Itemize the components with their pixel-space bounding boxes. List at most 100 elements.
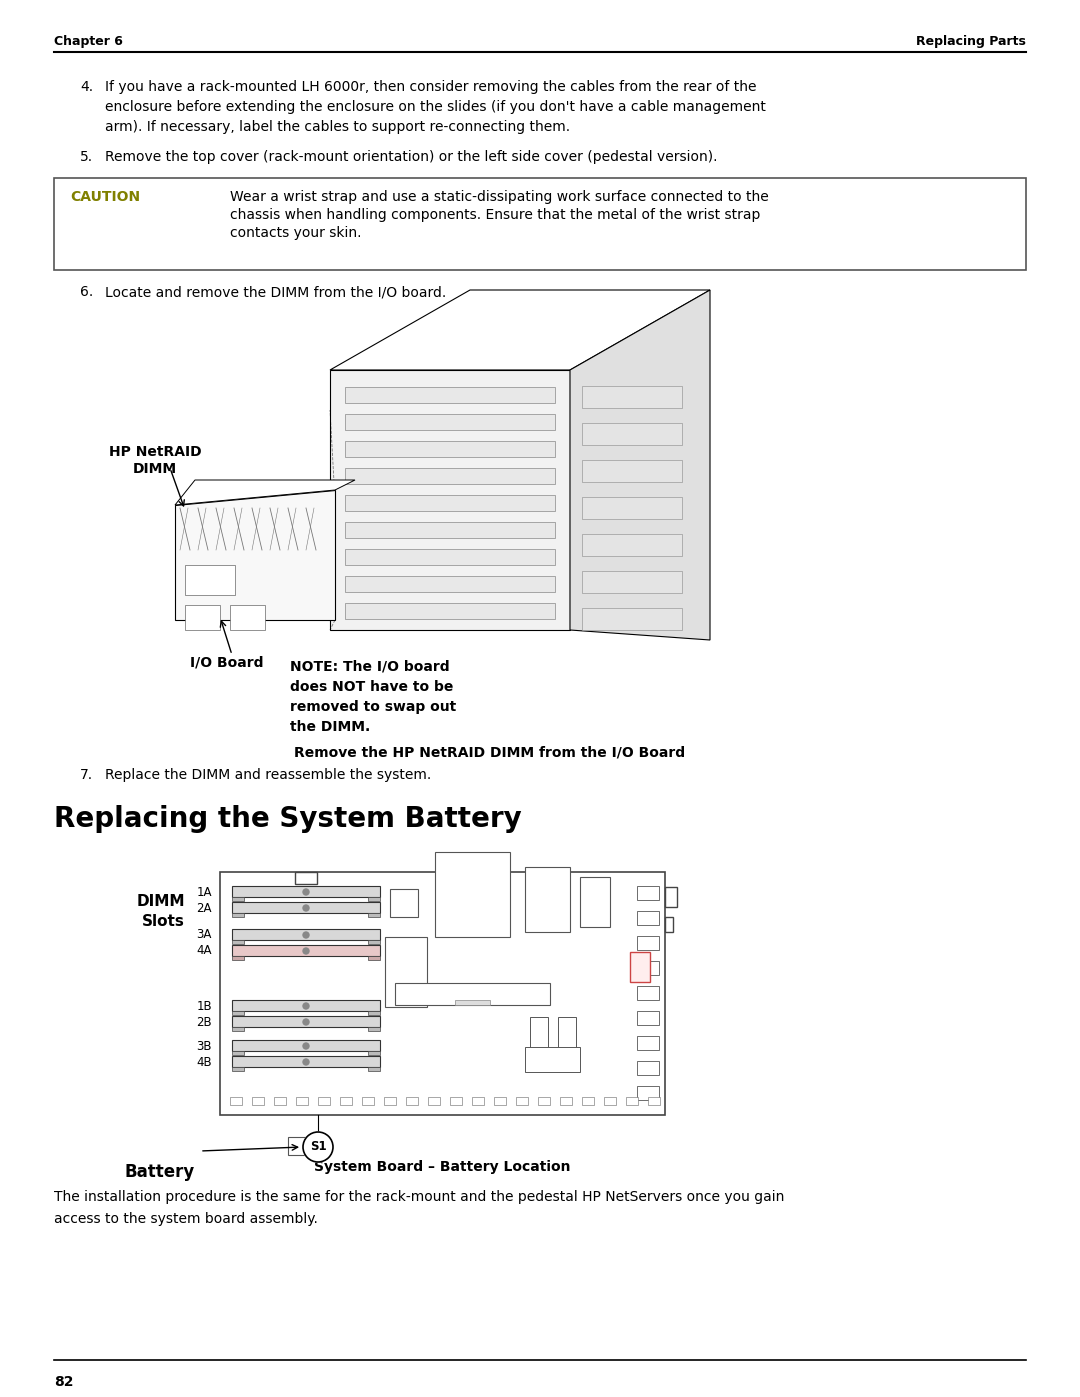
Text: If you have a rack-mounted LH 6000r, then consider removing the cables from the : If you have a rack-mounted LH 6000r, the…	[105, 80, 756, 94]
Bar	[220, 872, 665, 1115]
Bar	[538, 1097, 550, 1105]
Bar	[185, 564, 235, 595]
Bar	[450, 1097, 462, 1105]
Bar	[368, 897, 380, 901]
Text: Slots: Slots	[143, 915, 185, 929]
Bar	[232, 914, 244, 916]
Bar	[345, 441, 555, 457]
Text: The installation procedure is the same for the rack-mount and the pedestal HP Ne: The installation procedure is the same f…	[54, 1190, 784, 1204]
Bar	[252, 1097, 264, 1105]
Bar	[428, 1097, 440, 1105]
Text: 7.: 7.	[80, 768, 93, 782]
Text: contacts your skin.: contacts your skin.	[230, 226, 362, 240]
Text: I/O Board: I/O Board	[190, 655, 264, 669]
Circle shape	[303, 905, 309, 911]
Bar	[232, 929, 380, 940]
Text: S1: S1	[310, 1140, 326, 1154]
Bar	[232, 956, 244, 960]
Bar	[637, 961, 659, 975]
Text: 6.: 6.	[80, 285, 93, 299]
Text: NOTE: The I/O board: NOTE: The I/O board	[291, 659, 449, 673]
Bar	[582, 534, 681, 556]
Text: 2A: 2A	[197, 901, 212, 915]
Bar	[580, 877, 610, 928]
Bar	[626, 1097, 638, 1105]
Text: 3B: 3B	[197, 1039, 212, 1052]
Text: System Board – Battery Location: System Board – Battery Location	[314, 1160, 570, 1173]
Bar	[274, 1097, 286, 1105]
Bar	[604, 1097, 616, 1105]
Text: 82: 82	[54, 1375, 73, 1389]
Bar	[637, 911, 659, 925]
Circle shape	[303, 1132, 333, 1162]
Bar	[288, 1137, 306, 1155]
Bar	[580, 893, 598, 912]
Bar	[230, 1097, 242, 1105]
Circle shape	[303, 932, 309, 937]
Bar	[232, 1067, 244, 1071]
Circle shape	[303, 1044, 309, 1049]
Bar	[525, 1046, 580, 1071]
Bar	[295, 872, 318, 884]
Bar	[232, 1016, 380, 1027]
Bar	[637, 886, 659, 900]
Bar	[390, 888, 418, 916]
Bar	[540, 893, 558, 912]
Text: CAUTION: CAUTION	[70, 190, 140, 204]
Text: Replacing Parts: Replacing Parts	[916, 35, 1026, 49]
Text: 4.: 4.	[80, 80, 93, 94]
Bar	[232, 1051, 244, 1055]
Text: Battery: Battery	[125, 1162, 195, 1180]
Bar	[368, 1011, 380, 1016]
Bar	[384, 1097, 396, 1105]
Bar	[368, 1067, 380, 1071]
Bar	[530, 1017, 548, 1052]
Bar	[368, 1051, 380, 1055]
Polygon shape	[175, 481, 355, 504]
Bar	[582, 423, 681, 446]
Bar	[582, 571, 681, 592]
Bar	[558, 1017, 576, 1052]
Bar	[494, 1097, 507, 1105]
Circle shape	[303, 949, 309, 954]
Text: enclosure before extending the enclosure on the slides (if you don't have a cabl: enclosure before extending the enclosure…	[105, 101, 766, 115]
Bar	[665, 887, 677, 907]
Text: 4A: 4A	[197, 944, 212, 957]
Bar	[637, 986, 659, 1000]
Bar	[232, 1039, 380, 1051]
Bar	[232, 1011, 244, 1016]
Bar	[368, 956, 380, 960]
Bar	[345, 522, 555, 538]
Text: Locate and remove the DIMM from the I/O board.: Locate and remove the DIMM from the I/O …	[105, 285, 446, 299]
Bar	[232, 1056, 380, 1067]
Text: arm). If necessary, label the cables to support re-connecting them.: arm). If necessary, label the cables to …	[105, 120, 570, 134]
Circle shape	[303, 1003, 309, 1009]
Text: Remove the top cover (rack-mount orientation) or the left side cover (pedestal v: Remove the top cover (rack-mount orienta…	[105, 149, 717, 163]
Text: 3A: 3A	[197, 929, 212, 942]
Polygon shape	[330, 370, 570, 630]
Bar	[296, 1097, 308, 1105]
Bar	[525, 868, 570, 932]
Bar	[648, 1097, 660, 1105]
Bar	[435, 852, 510, 937]
Bar	[637, 1085, 659, 1099]
Bar	[395, 983, 550, 1004]
Bar	[230, 605, 265, 630]
Bar	[345, 549, 555, 564]
Text: DIMM: DIMM	[136, 894, 185, 909]
Bar	[637, 1037, 659, 1051]
Bar	[362, 1097, 374, 1105]
Bar	[406, 1097, 418, 1105]
Polygon shape	[175, 490, 335, 620]
Bar	[232, 902, 380, 914]
Bar	[582, 608, 681, 630]
Bar	[368, 914, 380, 916]
Bar	[368, 940, 380, 944]
Bar	[345, 576, 555, 592]
Bar	[345, 387, 555, 402]
Bar	[665, 916, 673, 932]
Polygon shape	[570, 291, 710, 640]
Bar	[472, 1097, 484, 1105]
Text: HP NetRAID: HP NetRAID	[109, 446, 201, 460]
Bar	[232, 1000, 380, 1011]
